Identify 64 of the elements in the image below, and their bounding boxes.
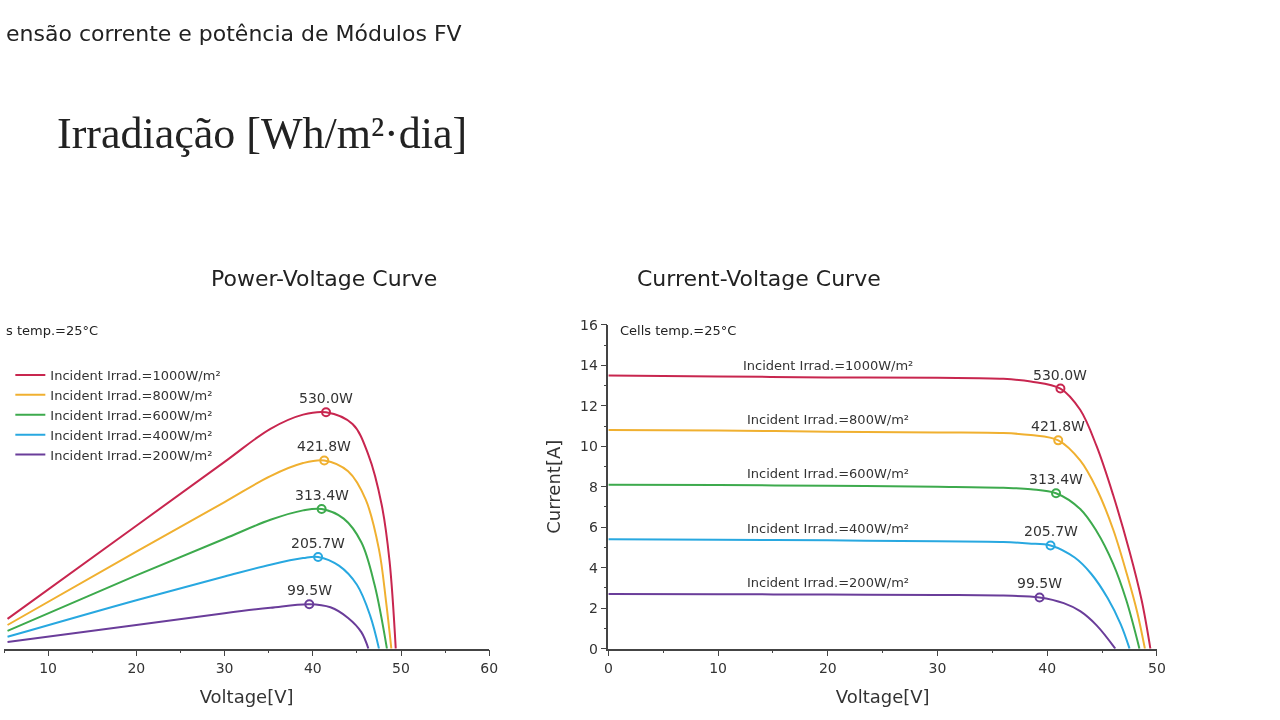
legend-label: Incident Irrad.=200W/m² bbox=[50, 447, 213, 463]
legend-label: Incident Irrad.=600W/m² bbox=[50, 407, 213, 423]
x-tick-label: 10 bbox=[39, 660, 58, 677]
annotation: 421.8W bbox=[297, 438, 352, 454]
line-series bbox=[608, 429, 1146, 649]
x-tick-label: 60 bbox=[480, 660, 499, 677]
point bbox=[1045, 540, 1056, 551]
x-tick-label: 40 bbox=[1038, 660, 1057, 677]
y-tick-label: 0 bbox=[588, 640, 598, 657]
chart-title: Current-Voltage Curve bbox=[637, 266, 881, 291]
text: ensão corrente e potência de Módulos FV bbox=[6, 21, 462, 46]
point bbox=[1055, 383, 1066, 394]
annotation: 205.7W bbox=[291, 535, 346, 551]
y-tick-label: 6 bbox=[588, 519, 598, 536]
line-series bbox=[608, 592, 1117, 649]
series-label: Incident Irrad.=1000W/m² bbox=[743, 358, 914, 373]
annotation: 99.5W bbox=[1017, 575, 1063, 591]
series-label: Incident Irrad.=800W/m² bbox=[747, 412, 910, 427]
line-series bbox=[608, 483, 1141, 649]
x-tick-label: 0 bbox=[603, 660, 613, 677]
x-tick-label: 50 bbox=[1148, 660, 1166, 677]
annotation: Cells temp.=25°C bbox=[620, 323, 737, 338]
annotation: 205.7W bbox=[1024, 523, 1079, 539]
annotation: 530.0W bbox=[299, 390, 354, 406]
point bbox=[321, 407, 332, 418]
x-axis-title: Voltage[V] bbox=[199, 685, 294, 707]
text: s temp.=25°C bbox=[6, 323, 99, 338]
series-label: Incident Irrad.=400W/m² bbox=[747, 521, 910, 536]
point bbox=[304, 599, 315, 610]
y-tick-label: 14 bbox=[579, 357, 598, 374]
legend-label: Incident Irrad.=1000W/m² bbox=[50, 368, 221, 384]
point bbox=[1053, 435, 1064, 446]
y-axis-title: Current[A] bbox=[542, 439, 564, 534]
y-tick-label: 10 bbox=[579, 438, 598, 455]
annotation: 313.4W bbox=[295, 487, 350, 503]
point bbox=[1051, 488, 1062, 499]
y-tick-label: 4 bbox=[588, 559, 598, 576]
annotation: 530.0W bbox=[1033, 367, 1088, 383]
y-tick-label: 2 bbox=[588, 600, 598, 617]
line-series bbox=[608, 538, 1131, 649]
y-tick-label: 8 bbox=[588, 478, 598, 495]
x-tick-label: 20 bbox=[127, 660, 146, 677]
series-label: Incident Irrad.=200W/m² bbox=[747, 575, 910, 590]
y-tick-label: 16 bbox=[579, 316, 598, 333]
point bbox=[316, 503, 327, 514]
text: Irradiação [Wh/m²·dia] bbox=[57, 109, 468, 158]
point bbox=[313, 551, 324, 562]
x-tick-label: 50 bbox=[392, 660, 410, 677]
legend-label: Incident Irrad.=400W/m² bbox=[50, 427, 213, 443]
legend-label: Incident Irrad.=800W/m² bbox=[50, 387, 213, 403]
x-tick-label: 40 bbox=[303, 660, 322, 677]
annotation: 99.5W bbox=[287, 582, 333, 598]
annotation: 421.8W bbox=[1031, 418, 1086, 434]
x-tick-label: 30 bbox=[215, 660, 234, 677]
x-tick-label: 20 bbox=[818, 660, 837, 677]
point bbox=[1034, 592, 1045, 603]
annotation: 313.4W bbox=[1029, 471, 1084, 487]
series-label: Incident Irrad.=600W/m² bbox=[747, 466, 910, 481]
y-tick-label: 12 bbox=[579, 397, 598, 414]
x-axis-title: Voltage[V] bbox=[835, 685, 930, 707]
x-tick-label: 10 bbox=[709, 660, 727, 677]
point bbox=[319, 455, 330, 466]
x-tick-label: 30 bbox=[928, 660, 947, 677]
chart-title: Power-Voltage Curve bbox=[211, 266, 438, 291]
